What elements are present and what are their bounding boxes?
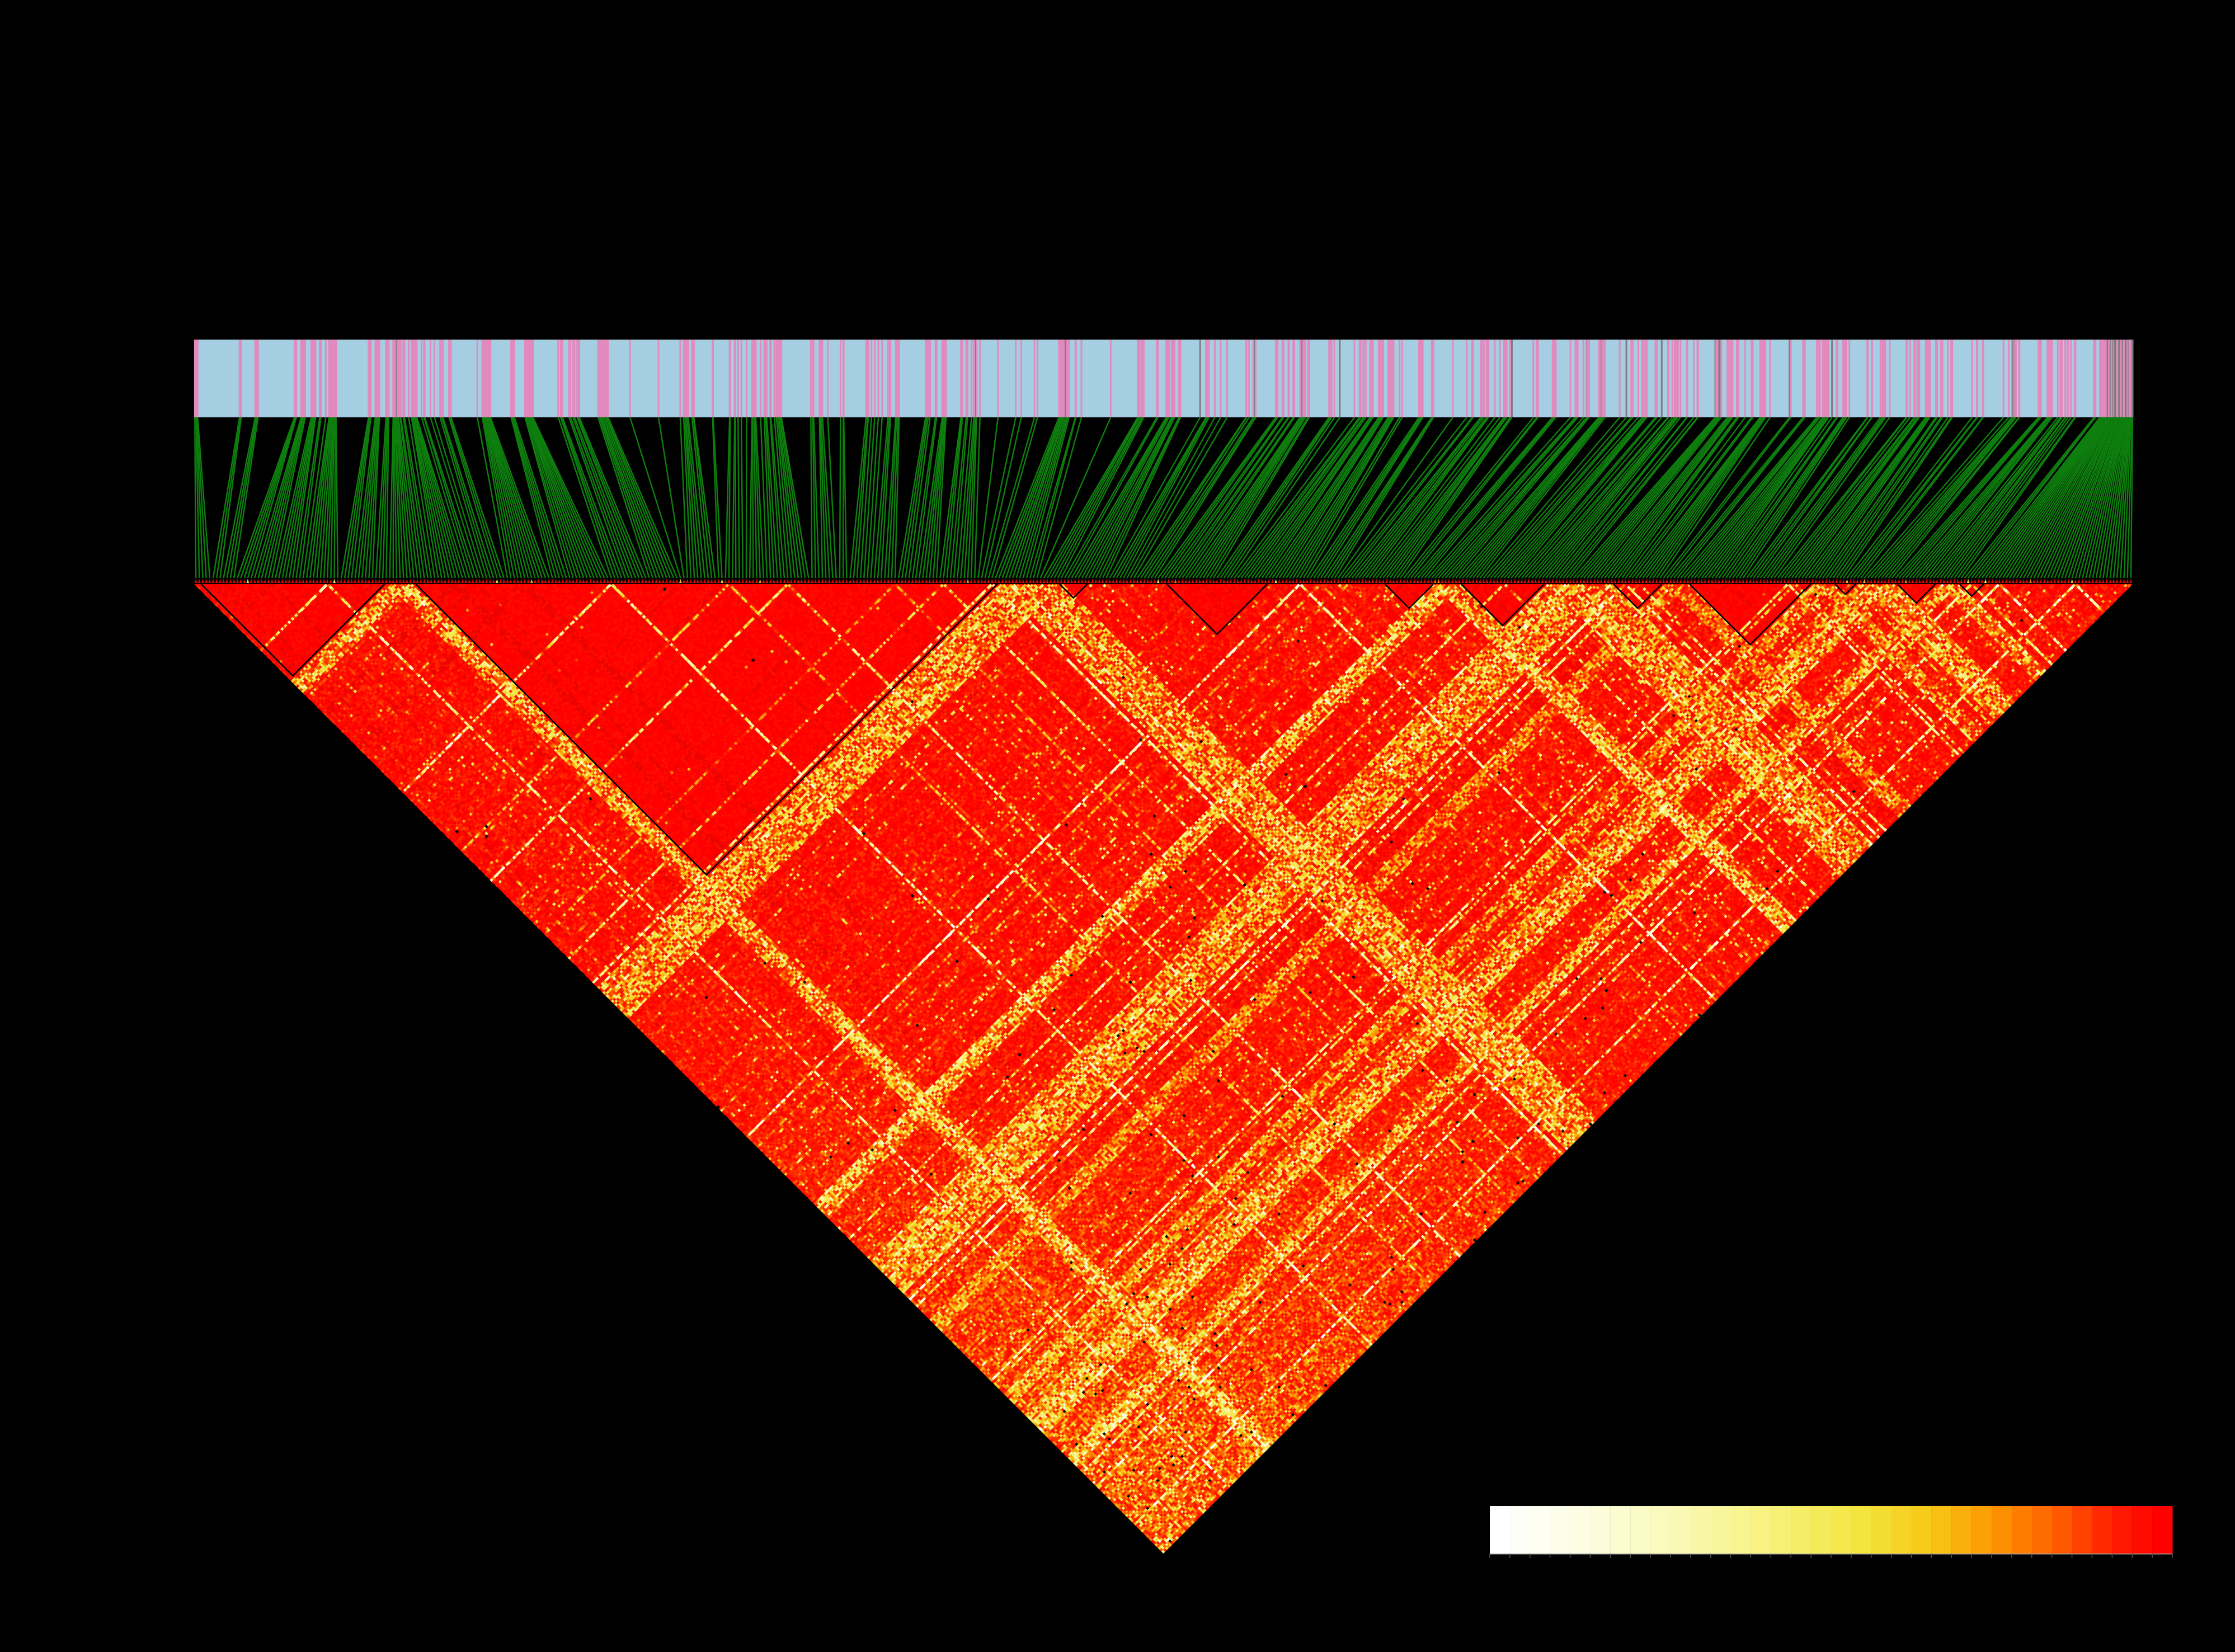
color-key-legend: [0, 0, 2235, 1652]
ld-plot-figure: [0, 0, 2235, 1652]
